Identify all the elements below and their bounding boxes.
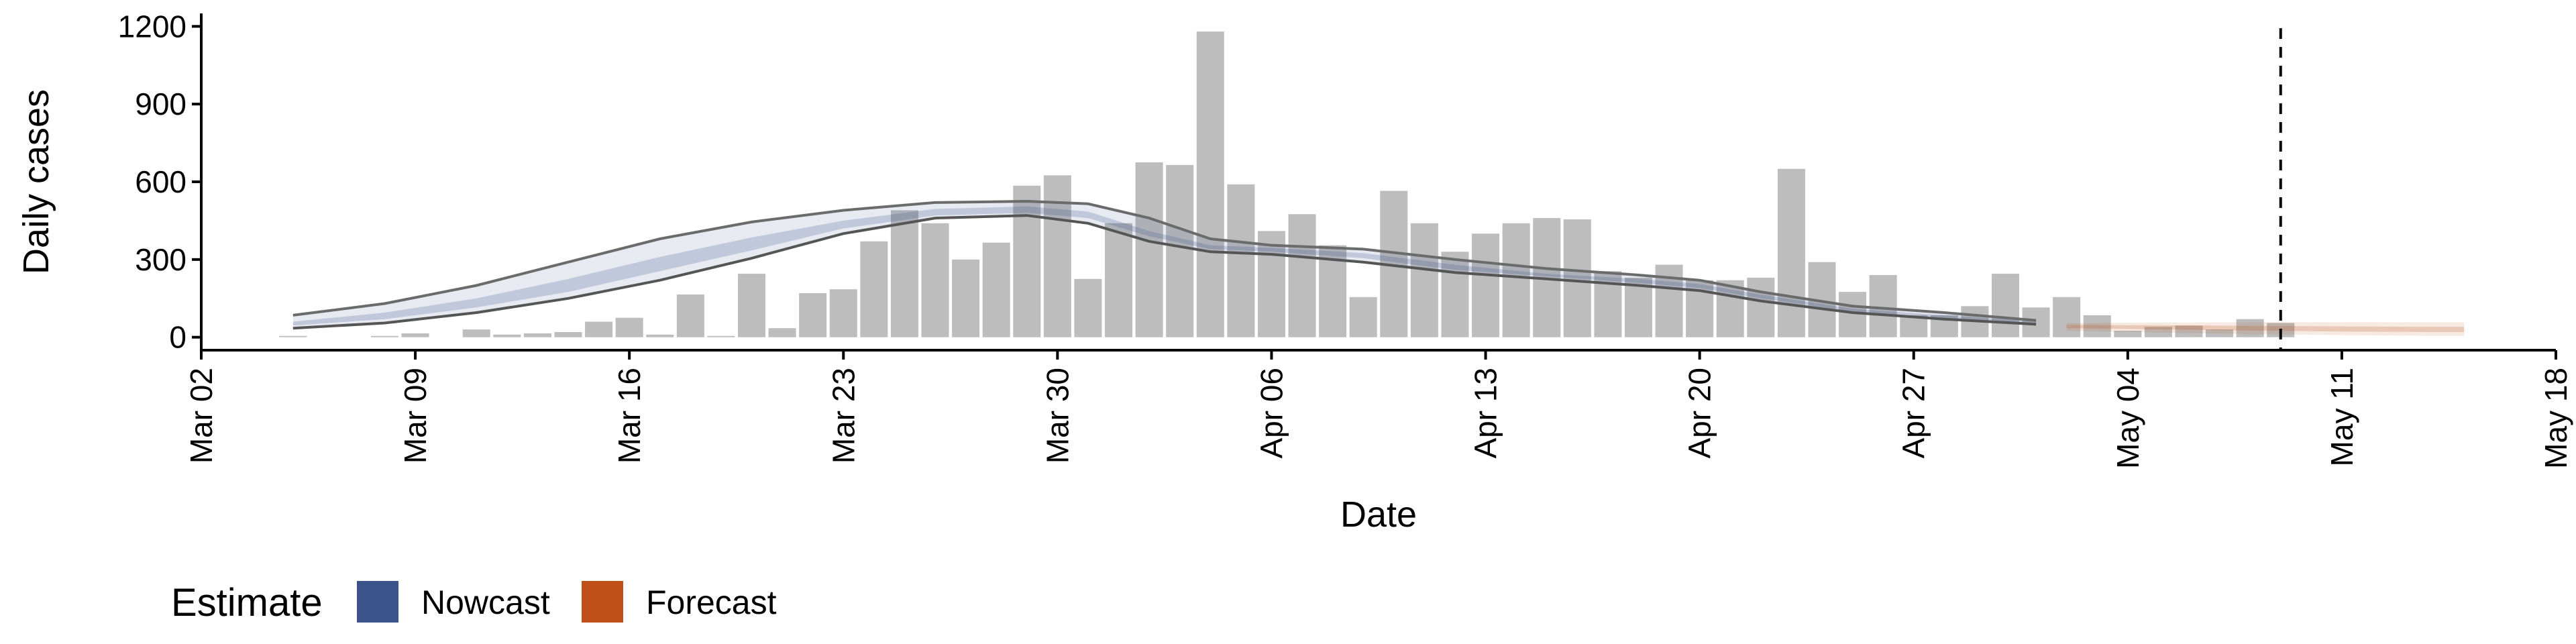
bars-group [279, 32, 2295, 337]
legend: Estimate Nowcast Forecast [171, 581, 777, 625]
bar-2020-04-01 [1105, 223, 1133, 337]
bar-2020-04-03 [1166, 164, 1194, 337]
bar-2020-03-26 [921, 223, 949, 337]
bar-2020-05-04 [2114, 331, 2142, 337]
bar-2020-03-23 [829, 289, 857, 337]
x-tick-label: Mar 30 [1040, 368, 1075, 464]
bar-2020-04-16 [1563, 219, 1591, 337]
legend-title: Estimate [171, 581, 323, 625]
bar-2020-03-28 [982, 242, 1010, 337]
y-tick-label: 0 [169, 320, 186, 355]
bar-2020-04-09 [1349, 297, 1377, 337]
axes: Mar 02 Mar 09 Mar 16 Mar 23 Mar 30 Apr 06 Apr … [118, 9, 2573, 469]
x-tick-label: Apr 20 [1682, 368, 1717, 459]
x-tick-label: May 18 [2538, 368, 2573, 469]
bar-2020-03-25 [890, 210, 918, 337]
nowcast-upper-bound-line [292, 199, 2037, 322]
bar-2020-04-21 [1716, 280, 1744, 337]
x-tick-label: May 11 [2324, 368, 2359, 466]
bar-2020-03-20 [738, 274, 766, 337]
x-tick-label: May 04 [2110, 368, 2145, 469]
bar-2020-03-18 [676, 294, 704, 337]
x-axis-title: Date [1340, 494, 1417, 535]
x-tick-label: Apr 27 [1896, 368, 1931, 459]
bar-2020-03-27 [952, 259, 980, 337]
nowcast-inner-band [292, 206, 2037, 326]
bar-2020-03-19 [707, 335, 735, 337]
bar-2020-05-01 [2022, 307, 2050, 337]
x-tick-label: Apr 06 [1254, 368, 1289, 459]
x-tick-label: Mar 23 [826, 368, 861, 464]
bar-2020-03-12 [493, 334, 521, 337]
bar-2020-03-21 [768, 328, 796, 337]
bar-2020-05-02 [2053, 297, 2081, 337]
bar-2020-03-30 [1043, 175, 1071, 337]
bar-2020-03-16 [615, 317, 643, 337]
x-tick-label: Mar 02 [184, 368, 219, 464]
bar-2020-05-03 [2083, 315, 2111, 337]
bar-2020-04-07 [1288, 214, 1316, 337]
ribbons-group [292, 199, 2465, 336]
legend-label-nowcast: Nowcast [421, 584, 550, 621]
bar-2020-03-29 [1013, 185, 1041, 337]
bar-2020-04-30 [1991, 274, 2019, 337]
bar-2020-04-11 [1410, 223, 1438, 337]
bar-2020-03-31 [1074, 278, 1102, 337]
bar-2020-03-17 [646, 334, 674, 337]
bar-2020-04-04 [1196, 32, 1224, 337]
bar-2020-03-15 [585, 321, 613, 337]
bar-2020-04-14 [1502, 223, 1530, 337]
bar-2020-04-18 [1624, 277, 1652, 337]
bar-2020-04-02 [1135, 162, 1163, 337]
forecast-outer-band [2066, 322, 2465, 336]
x-tick-label: Mar 16 [612, 368, 647, 464]
bar-2020-04-06 [1257, 231, 1285, 337]
nowcast-lower-bound-line [292, 214, 2037, 330]
bar-2020-03-09 [401, 333, 429, 337]
legend-items: Nowcast Forecast [357, 581, 777, 623]
bar-2020-05-08 [2236, 319, 2264, 337]
x-tick-label: Apr 13 [1468, 368, 1503, 459]
bar-2020-03-22 [799, 293, 827, 337]
bar-2020-04-12 [1441, 252, 1469, 337]
bar-2020-03-14 [554, 331, 582, 337]
x-tick-label: Mar 09 [398, 368, 433, 464]
y-tick-label: 900 [135, 87, 186, 121]
y-axis-title: Daily cases [16, 89, 56, 274]
y-tick-label: 600 [135, 164, 186, 199]
bar-2020-04-13 [1472, 233, 1500, 337]
bar-2020-03-24 [860, 241, 888, 337]
bar-2020-03-08 [370, 335, 399, 337]
plot-area [279, 28, 2465, 350]
bar-2020-03-05 [279, 335, 307, 337]
legend-label-forecast: Forecast [646, 584, 777, 621]
bar-2020-05-06 [2175, 325, 2203, 337]
bar-2020-04-22 [1747, 277, 1775, 337]
forecast-inner-band [2066, 325, 2465, 332]
bar-2020-05-07 [2206, 329, 2234, 337]
y-axis-ticks: 0 300 600 900 1200 [118, 9, 201, 355]
bar-2020-03-13 [523, 333, 551, 337]
bar-2020-05-05 [2144, 327, 2172, 337]
legend-swatch-forecast [582, 581, 623, 623]
y-tick-label: 1200 [118, 9, 186, 44]
y-tick-label: 300 [135, 242, 186, 277]
x-axis-ticks: Mar 02 Mar 09 Mar 16 Mar 23 Mar 30 Apr 06 Apr … [184, 350, 2573, 469]
legend-swatch-nowcast [357, 581, 398, 623]
bar-2020-04-23 [1777, 168, 1805, 337]
nowcast-outer-band [292, 201, 2037, 329]
bar-2020-03-11 [462, 329, 490, 337]
bar-2020-04-05 [1227, 184, 1255, 337]
bar-2020-04-26 [1869, 275, 1897, 337]
